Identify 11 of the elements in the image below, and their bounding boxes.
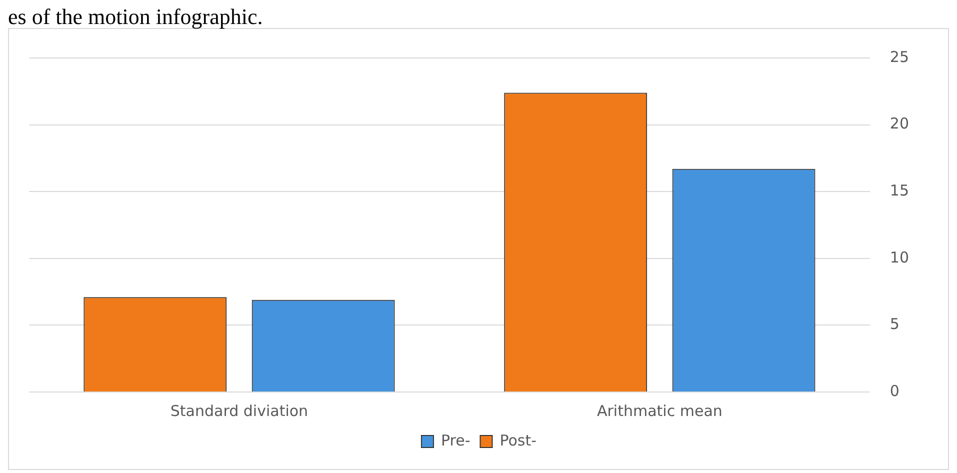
y-tick-label: 0	[890, 382, 900, 400]
text: es of the motion infographic.	[8, 4, 264, 29]
y-tick-label: 10	[890, 248, 910, 266]
y-tick-label: 5	[890, 315, 900, 334]
y-tick-label: 15	[890, 181, 910, 200]
x-tick-label: Arithmatic mean	[596, 402, 722, 420]
legend-label: Pre-	[440, 431, 470, 450]
y-tick-label: 25	[890, 48, 910, 66]
legend-label: Post-	[500, 431, 537, 450]
x-tick-label: Standard diviation	[170, 402, 308, 420]
y-tick-label: 20	[890, 114, 910, 133]
